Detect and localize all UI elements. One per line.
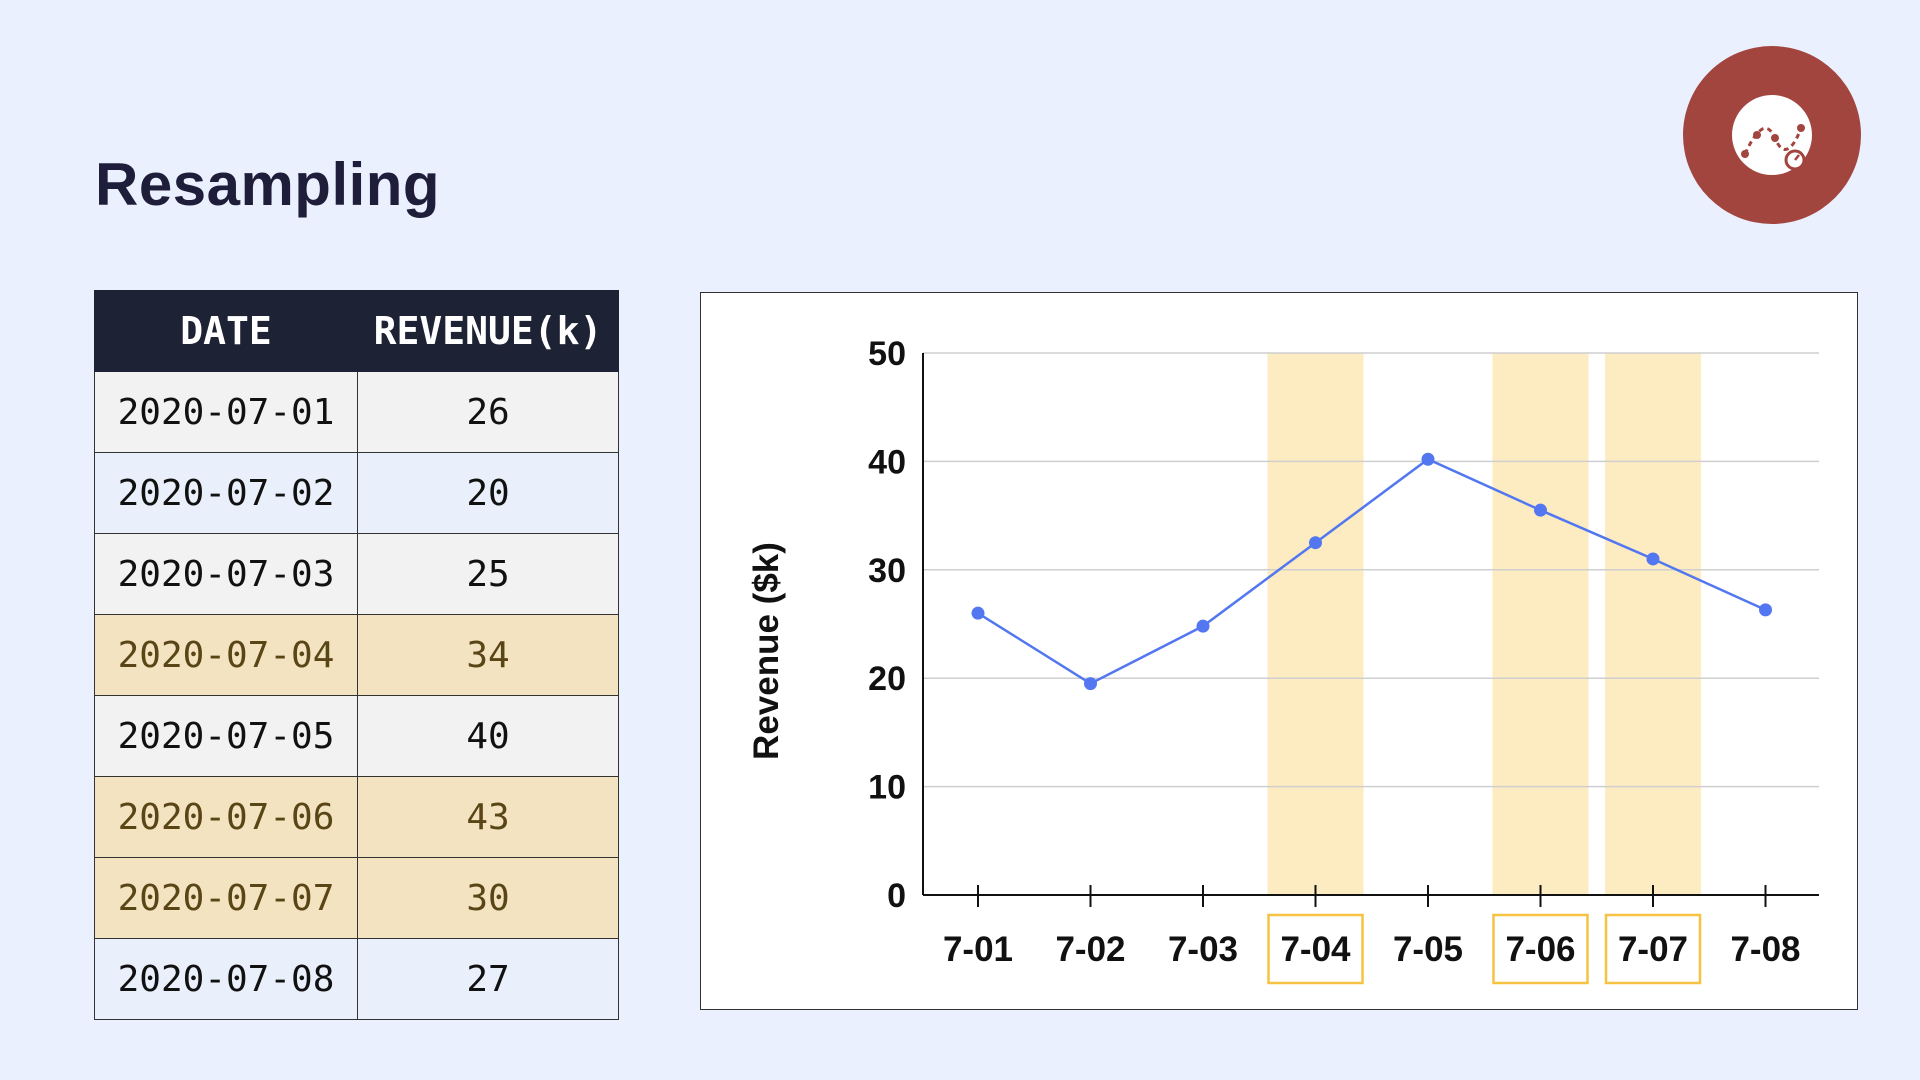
- data-point: [971, 606, 985, 620]
- date-cell: 2020-07-04: [94, 614, 358, 696]
- y-tick-label: 30: [868, 552, 906, 590]
- x-tick-label: 7-08: [1730, 930, 1800, 969]
- table-body: 2020-07-01 26 2020-07-02 20 2020-07-03 25 2020…: [94, 371, 619, 1020]
- revenue-cell: 34: [357, 614, 619, 696]
- date-cell: 2020-07-07: [94, 857, 358, 939]
- y-tick-label: 20: [868, 660, 906, 698]
- y-axis-label: Revenue ($k): [747, 542, 786, 760]
- table-row: 2020-07-05 40: [94, 695, 619, 777]
- date-cell: 2020-07-06: [94, 776, 358, 858]
- table-row: 2020-07-04 34: [94, 614, 619, 696]
- data-point: [1534, 503, 1547, 517]
- revenue-table: DATE REVENUE(k) 2020-07-01 26 2020-07-02 20…: [94, 290, 619, 1020]
- x-tick-label: 7-01: [943, 930, 1013, 969]
- highlight-band: [1267, 353, 1364, 895]
- table-row: 2020-07-01 26: [94, 371, 619, 453]
- data-point: [1309, 536, 1322, 550]
- table-row: 2020-07-06 43: [94, 776, 619, 858]
- table-row: 2020-07-07 30: [94, 857, 619, 939]
- y-tick-label: 10: [868, 769, 906, 807]
- data-point: [1196, 619, 1210, 633]
- revenue-cell: 27: [357, 938, 619, 1020]
- y-tick-label: 0: [887, 877, 906, 915]
- column-header-date: DATE: [94, 290, 358, 372]
- revenue-cell: 26: [357, 371, 619, 453]
- table-header-row: DATE REVENUE(k): [94, 290, 619, 372]
- date-cell: 2020-07-02: [94, 452, 358, 534]
- x-label-highlight-box: [1492, 913, 1589, 985]
- date-cell: 2020-07-01: [94, 371, 358, 453]
- table-row: 2020-07-02 20: [94, 452, 619, 534]
- revenue-cell: 43: [357, 776, 619, 858]
- y-tick-label: 50: [868, 335, 906, 373]
- series-line: [977, 457, 1767, 686]
- data-point: [1646, 552, 1660, 566]
- data-point: [1759, 603, 1772, 617]
- x-tick-label: 7-06: [1505, 930, 1575, 969]
- highlight-band: [1605, 353, 1701, 895]
- x-tick-label: 7-02: [1055, 930, 1125, 969]
- date-cell: 2020-07-03: [94, 533, 358, 615]
- revenue-cell: 30: [357, 857, 619, 939]
- column-header-revenue: REVENUE(k): [357, 290, 619, 372]
- x-tick-label: 7-07: [1618, 930, 1688, 969]
- revenue-cell: 40: [357, 695, 619, 777]
- x-label-highlight-box: [1604, 913, 1702, 985]
- table-row: 2020-07-03 25: [94, 533, 619, 615]
- revenue-cell: 25: [357, 533, 619, 615]
- table-row: 2020-07-08 27: [94, 938, 619, 1020]
- data-point: [1084, 677, 1097, 691]
- y-tick-label: 40: [868, 443, 906, 481]
- data-point: [1421, 452, 1435, 466]
- x-tick-label: 7-03: [1168, 930, 1238, 969]
- x-tick-label: 7-04: [1280, 930, 1351, 969]
- page-title: Resampling: [95, 151, 441, 218]
- chart-panel: 0 10 20 30 40 50 7-01 7-02 7-03 7-04 7-05 7-06 7-07…: [700, 292, 1858, 1010]
- date-cell: 2020-07-05: [94, 695, 358, 777]
- date-cell: 2020-07-08: [94, 938, 358, 1020]
- revenue-cell: 20: [357, 452, 619, 534]
- revenue-line-chart: 0 10 20 30 40 50 7-01 7-02 7-03 7-04 7-05 7-06 7-07…: [747, 335, 1819, 985]
- resample-curve-clock-icon: [1683, 46, 1861, 224]
- x-label-highlight-box: [1267, 913, 1364, 985]
- x-tick-label: 7-05: [1393, 930, 1463, 969]
- highlight-band: [1492, 353, 1589, 895]
